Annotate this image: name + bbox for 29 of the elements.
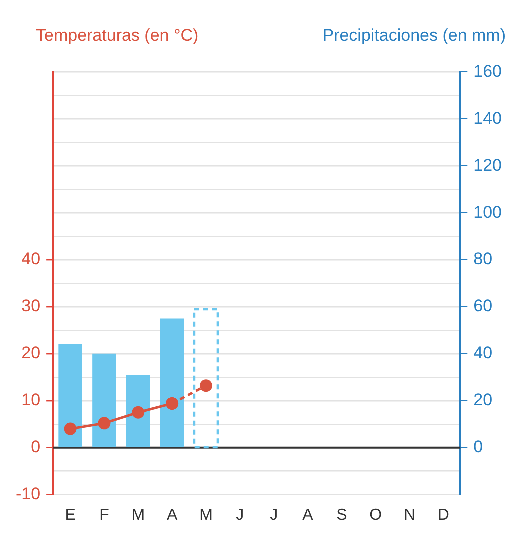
y2-tick-label: 160: [474, 62, 502, 81]
y-tick-label: 0: [31, 438, 41, 457]
x-tick-label: J: [236, 506, 244, 524]
x-tick-label: J: [270, 506, 278, 524]
x-tick-label: S: [336, 506, 348, 524]
x-tick-label: N: [404, 506, 416, 524]
y-tick-label: 10: [22, 390, 41, 410]
y2-axis-title: Precipitaciones (en mm): [322, 26, 506, 46]
x-tick-label: F: [100, 506, 110, 524]
y2-tick-label: 80: [474, 250, 493, 269]
y2-tick-label: 60: [474, 296, 493, 316]
x-tick-label: E: [65, 506, 76, 524]
y2-tick-label: 40: [474, 344, 493, 363]
y2-tick-label: 140: [474, 108, 502, 128]
y2-tick-label: 120: [474, 156, 502, 175]
x-tick-label: M: [132, 506, 146, 524]
y-tick-label: -10: [16, 484, 41, 504]
x-tick-label: A: [166, 506, 178, 524]
y2-tick-label: 100: [474, 202, 502, 222]
y2-tick-label: 20: [474, 390, 493, 410]
y-tick-label: 30: [22, 296, 41, 316]
y-axis-title: Temperaturas (en °C): [36, 26, 199, 46]
x-tick-label: M: [200, 506, 213, 524]
y-tick-label: 20: [22, 344, 41, 363]
y-tick-label: 40: [22, 250, 41, 269]
x-tick-label: A: [302, 506, 314, 524]
x-tick-label: O: [370, 506, 382, 524]
x-tick-label: D: [438, 506, 450, 524]
y2-tick-label: 0: [474, 438, 484, 457]
